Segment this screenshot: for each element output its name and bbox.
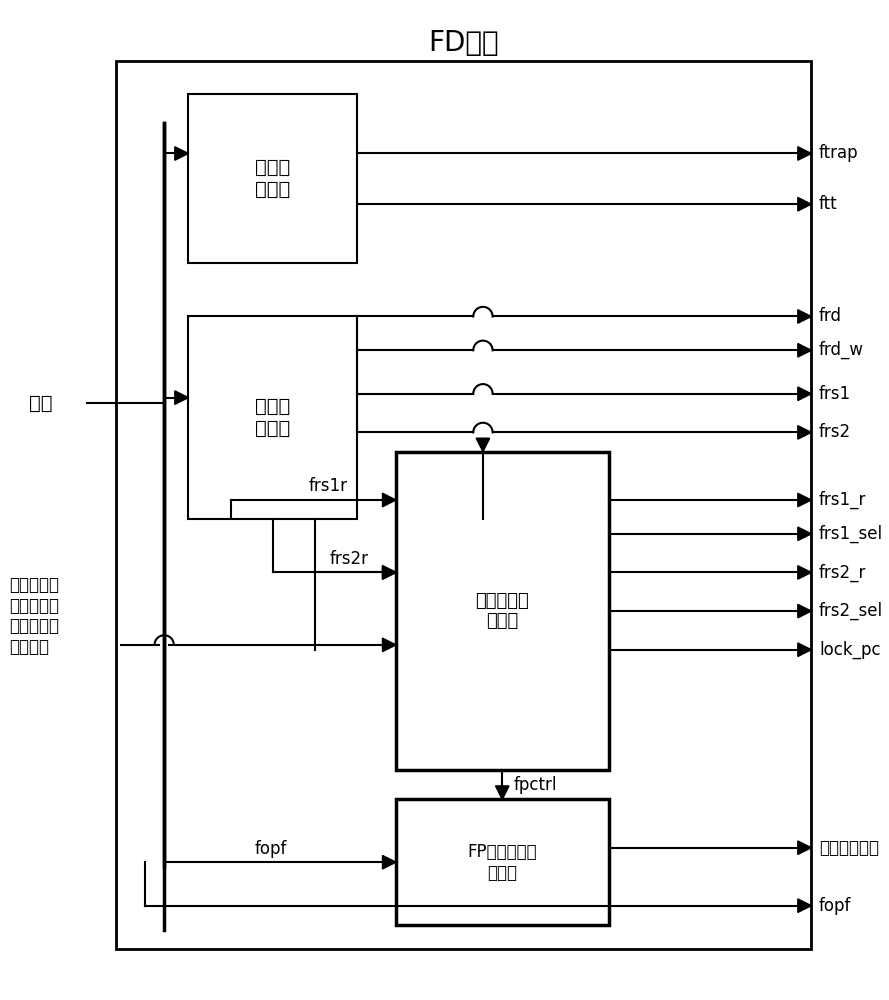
- Polygon shape: [382, 566, 396, 579]
- Text: frs1_r: frs1_r: [819, 491, 867, 509]
- Polygon shape: [495, 786, 509, 799]
- Polygon shape: [382, 493, 396, 507]
- Polygon shape: [797, 566, 812, 579]
- Bar: [188, 94, 357, 263]
- Text: frd_w: frd_w: [819, 341, 864, 359]
- Text: FD模块: FD模块: [428, 29, 499, 57]
- Bar: [116, 61, 812, 949]
- Polygon shape: [797, 527, 812, 541]
- Text: 执行控制信号: 执行控制信号: [819, 839, 879, 857]
- Text: 指令: 指令: [29, 394, 52, 413]
- Text: FP执行控制产
生模块: FP执行控制产 生模块: [468, 843, 537, 882]
- Text: fopf: fopf: [819, 897, 852, 915]
- Text: 初始译
码模块: 初始译 码模块: [255, 397, 291, 438]
- Bar: [396, 799, 608, 925]
- Bar: [396, 452, 608, 770]
- Text: 异常检
测模块: 异常检 测模块: [255, 158, 291, 199]
- Text: ftt: ftt: [819, 195, 837, 213]
- Polygon shape: [797, 841, 812, 854]
- Text: frs1_sel: frs1_sel: [819, 525, 883, 543]
- Polygon shape: [175, 147, 188, 160]
- Text: frs2: frs2: [819, 423, 851, 441]
- Text: 后继流水级
目的寄存器
号和相应写
使能信号: 后继流水级 目的寄存器 号和相应写 使能信号: [10, 576, 60, 656]
- Polygon shape: [797, 493, 812, 507]
- Text: ftrap: ftrap: [819, 144, 859, 162]
- Text: frs2r: frs2r: [330, 550, 368, 568]
- Text: lock_pc: lock_pc: [819, 641, 881, 659]
- Polygon shape: [797, 344, 812, 357]
- Polygon shape: [797, 899, 812, 912]
- Text: frs2_r: frs2_r: [819, 563, 867, 582]
- Polygon shape: [382, 638, 396, 652]
- Text: frd: frd: [819, 307, 842, 325]
- Polygon shape: [797, 147, 812, 160]
- Polygon shape: [797, 197, 812, 211]
- Bar: [188, 316, 357, 519]
- Text: frs2_sel: frs2_sel: [819, 602, 883, 620]
- Polygon shape: [797, 643, 812, 656]
- Polygon shape: [175, 391, 188, 404]
- Polygon shape: [797, 387, 812, 401]
- Polygon shape: [477, 438, 490, 452]
- Polygon shape: [797, 426, 812, 439]
- Text: frs1r: frs1r: [308, 477, 348, 495]
- Polygon shape: [797, 604, 812, 618]
- Text: fopf: fopf: [254, 840, 286, 858]
- Polygon shape: [382, 855, 396, 869]
- Polygon shape: [382, 566, 396, 579]
- Text: frs1: frs1: [819, 385, 851, 403]
- Polygon shape: [797, 310, 812, 323]
- Text: fpctrl: fpctrl: [514, 776, 557, 794]
- Text: 数据相关判
决模块: 数据相关判 决模块: [476, 592, 529, 630]
